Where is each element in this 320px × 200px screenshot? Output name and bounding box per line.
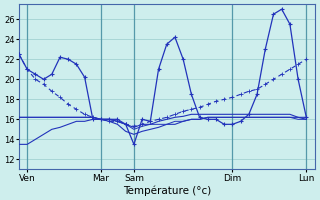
X-axis label: Température (°c): Température (°c) [123, 185, 211, 196]
